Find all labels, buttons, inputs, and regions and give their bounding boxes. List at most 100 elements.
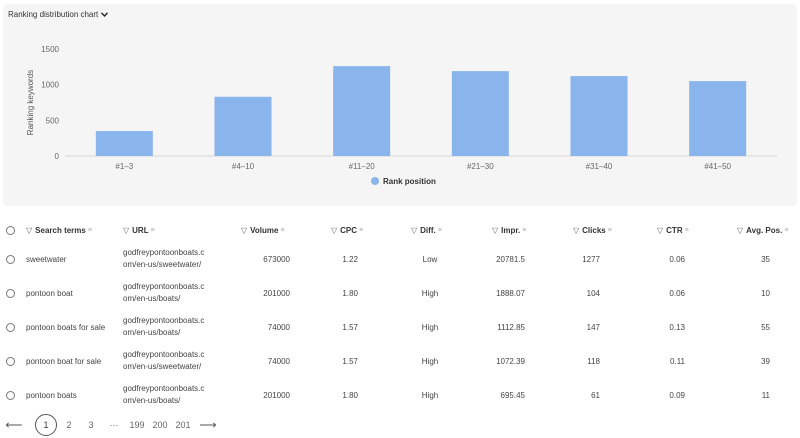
sort-icon[interactable]: ≡ <box>684 226 689 234</box>
cell-cpc: 1.22 <box>342 254 358 264</box>
row-select-radio[interactable] <box>6 310 15 344</box>
row-select-radio[interactable] <box>6 378 15 412</box>
cell-ctr: 0.13 <box>669 322 685 332</box>
bar[interactable] <box>451 71 509 156</box>
url-line: godfreypontoonboats.c <box>123 316 205 325</box>
col-avg-pos[interactable]: ▽ Avg. Pos. ≡ <box>737 218 788 242</box>
x-tick-label: #11–20 <box>349 162 376 171</box>
cell-url[interactable]: godfreypontoonboats.c om/en-us/boats/ <box>123 276 238 310</box>
col-impr[interactable]: ▽ Impr. ≡ <box>492 218 526 242</box>
cell-avg-pos: 10 <box>761 288 770 298</box>
pagination: ⟵ 1 2 3 ··· 199 200 201 ⟶ <box>0 414 320 436</box>
sort-icon[interactable]: ≡ <box>784 226 789 234</box>
cell-avg-pos: 11 <box>761 390 770 400</box>
bar[interactable] <box>333 66 391 156</box>
bar[interactable] <box>570 76 628 156</box>
page-button[interactable]: 199 <box>129 420 145 430</box>
col-ctr[interactable]: ▽ CTR ≡ <box>657 218 689 242</box>
sort-icon[interactable]: ≡ <box>280 226 285 234</box>
col-search-terms[interactable]: ▽ Search terms ≡ <box>26 218 92 242</box>
filter-icon[interactable]: ▽ <box>573 225 580 235</box>
next-page-arrow-icon[interactable]: ⟶ <box>199 418 217 432</box>
col-clicks[interactable]: ▽ Clicks ≡ <box>573 218 612 242</box>
cell-diff: High <box>421 390 439 400</box>
row-select-radio[interactable] <box>6 344 15 378</box>
cell-avg-pos: 39 <box>761 356 770 366</box>
cell-search-term[interactable]: pontoon boat for sale <box>26 356 102 366</box>
url-line: godfreypontoonboats.c <box>123 248 205 257</box>
page-button[interactable]: 3 <box>88 420 94 430</box>
radio-icon[interactable] <box>6 356 15 366</box>
col-avg-pos-label: Avg. Pos. <box>746 225 783 235</box>
sort-icon[interactable]: ≡ <box>150 226 155 234</box>
table-header-row: ▽ Search terms ≡ ▽ URL ≡ ▽ Volume ≡ ▽ CP… <box>0 218 800 242</box>
filter-icon[interactable]: ▽ <box>123 225 130 235</box>
page-button[interactable]: 2 <box>66 420 72 430</box>
cell-clicks: 104 <box>586 288 600 298</box>
row-select-radio[interactable] <box>6 276 15 310</box>
cell-cpc: 1.80 <box>342 288 358 298</box>
chart-title: Ranking distribution chart <box>8 10 99 19</box>
filter-icon[interactable]: ▽ <box>26 225 33 235</box>
bar[interactable] <box>214 96 272 156</box>
col-diff[interactable]: ▽ Diff. ≡ <box>411 218 442 242</box>
cell-url[interactable]: godfreypontoonboats.c om/en-us/sweetwater… <box>123 344 238 378</box>
chart-type-dropdown[interactable]: Ranking distribution chart <box>8 10 109 19</box>
page-button[interactable]: 200 <box>152 420 168 430</box>
col-cpc[interactable]: ▽ CPC ≡ <box>331 218 363 242</box>
radio-icon[interactable] <box>6 288 15 298</box>
table-row[interactable]: pontoon boats godfreypontoonboats.c om/en-… <box>0 378 800 412</box>
table-row[interactable]: pontoon boat for sale godfreypontoonboats… <box>0 344 800 378</box>
cell-url[interactable]: godfreypontoonboats.c om/en-us/boats/ <box>123 378 238 412</box>
table-row[interactable]: pontoon boats for sale godfreypontoonboat… <box>0 310 800 344</box>
ranking-chart-panel: Ranking distribution chart Ranking keywo… <box>3 4 797 206</box>
prev-page-arrow-icon[interactable]: ⟵ <box>5 418 23 432</box>
filter-icon[interactable]: ▽ <box>492 225 499 235</box>
cell-search-term[interactable]: pontoon boat <box>26 288 73 298</box>
radio-icon[interactable] <box>6 390 15 400</box>
filter-icon[interactable]: ▽ <box>737 225 744 235</box>
filter-icon[interactable]: ▽ <box>331 225 338 235</box>
cell-impr: 695.45 <box>500 390 525 400</box>
cell-volume: 201000 <box>263 288 290 298</box>
filter-icon[interactable]: ▽ <box>657 225 664 235</box>
cell-url[interactable]: godfreypontoonboats.c om/en-us/boats/ <box>123 310 238 344</box>
page-ellipsis: ··· <box>109 420 119 430</box>
col-volume[interactable]: ▽ Volume ≡ <box>241 218 285 242</box>
cell-ctr: 0.09 <box>669 390 685 400</box>
col-url-label: URL <box>132 225 149 235</box>
bar[interactable] <box>689 81 747 156</box>
cell-diff: High <box>421 322 439 332</box>
table-body: sweetwater godfreypontoonboats.c om/en-us/… <box>0 242 800 412</box>
page-button[interactable]: 201 <box>175 420 191 430</box>
bar[interactable] <box>95 131 153 156</box>
table-row[interactable]: sweetwater godfreypontoonboats.c om/en-us/… <box>0 242 800 276</box>
sort-icon[interactable]: ≡ <box>87 226 92 234</box>
table-row[interactable]: pontoon boat godfreypontoonboats.c om/en-u… <box>0 276 800 310</box>
radio-icon[interactable] <box>6 254 15 264</box>
radio-icon[interactable] <box>6 322 15 332</box>
cell-clicks: 118 <box>587 356 600 366</box>
cell-clicks: 61 <box>591 390 600 400</box>
cell-url[interactable]: godfreypontoonboats.c om/en-us/sweetwater… <box>123 242 238 276</box>
sort-icon[interactable]: ≡ <box>607 226 612 234</box>
col-volume-label: Volume <box>250 225 279 235</box>
col-url[interactable]: ▽ URL ≡ <box>123 218 155 242</box>
page-button-current[interactable]: 1 <box>35 414 57 436</box>
x-tick-label: #1–3 <box>115 162 133 171</box>
filter-icon[interactable]: ▽ <box>241 225 248 235</box>
sort-icon[interactable]: ≡ <box>359 226 364 234</box>
filter-icon[interactable]: ▽ <box>411 225 418 235</box>
legend-label[interactable]: Rank position <box>383 177 436 186</box>
cell-search-term[interactable]: sweetwater <box>26 254 67 264</box>
cell-search-term[interactable]: pontoon boats <box>26 390 77 400</box>
col-diff-label: Diff. <box>420 225 436 235</box>
select-all-radio[interactable] <box>6 218 15 242</box>
col-impr-label: Impr. <box>501 225 521 235</box>
row-select-radio[interactable] <box>6 242 15 276</box>
cell-search-term[interactable]: pontoon boats for sale <box>26 322 106 332</box>
cell-impr: 1112.85 <box>497 322 525 332</box>
sort-icon[interactable]: ≡ <box>437 226 442 234</box>
col-clicks-label: Clicks <box>582 225 606 235</box>
sort-icon[interactable]: ≡ <box>522 226 527 234</box>
